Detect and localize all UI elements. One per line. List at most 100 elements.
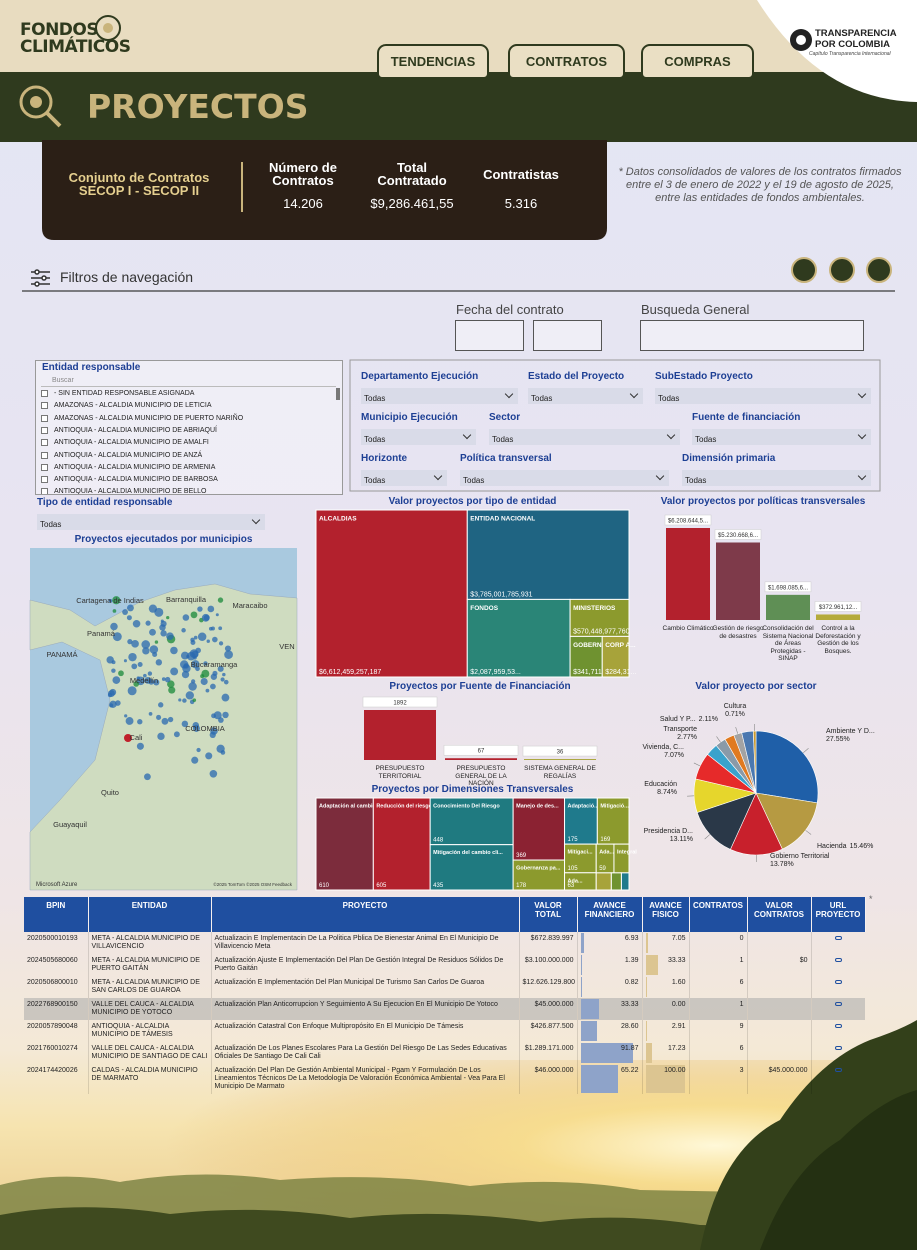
input-box[interactable] [533, 320, 602, 351]
cell: 1.60 [641, 976, 689, 998]
dropdown-value: Todas [695, 435, 717, 444]
entity-option[interactable]: ANTIOQUIA - ALCALDIA MUNICIPIO DE BELLO [41, 486, 207, 494]
dropdown[interactable]: Todas [460, 470, 669, 486]
map-point [167, 680, 175, 688]
map-point [166, 632, 174, 641]
kpi-value: $9,286.461,55 [370, 196, 454, 211]
map-point [220, 750, 226, 755]
pie-label: Educación 8.74% [644, 781, 677, 796]
dd-chev [629, 389, 639, 399]
treemap-value: 175 [568, 837, 579, 843]
dropdown-label: SubEstado Proyecto [655, 371, 753, 382]
map-point [160, 619, 164, 623]
link-icon[interactable] [834, 1002, 842, 1006]
treemap-label: Integral [617, 850, 637, 856]
dropdown[interactable]: Todas [489, 429, 680, 445]
treemap-cell [610, 872, 622, 891]
link-icon[interactable] [834, 1024, 842, 1028]
dropdown[interactable]: Todas [528, 388, 643, 404]
cell-text: 1 [739, 957, 744, 964]
map-place: VEN [279, 642, 294, 651]
entity-option[interactable]: - SIN ENTIDAD RESPONSABLE ASIGNADA [41, 388, 194, 399]
cell-text: 0 [739, 935, 744, 942]
input-box[interactable] [640, 320, 864, 351]
dropdown[interactable]: Todas [361, 429, 476, 445]
dropdown-value: Todas [364, 435, 386, 444]
cell: 2021760010274 [24, 1042, 88, 1064]
map-point [122, 609, 129, 615]
entity-option[interactable]: ANTIOQUIA - ALCALDIA MUNICIPIO DE ABRIAQ… [41, 425, 217, 436]
pie-value: 13.11% [670, 836, 693, 843]
nav-tab[interactable]: CONTRATOS [508, 44, 625, 79]
entity-option[interactable]: ANTIOQUIA - ALCALDIA MUNICIPIO DE ANZÁ [41, 450, 202, 461]
dropdown[interactable]: Todas [361, 470, 447, 486]
nav-tab[interactable]: COMPRAS [641, 44, 754, 79]
field-dark [0, 1207, 917, 1250]
cell: 0.00 [641, 998, 689, 1020]
map-point [112, 596, 121, 605]
dropdown[interactable]: Todas [655, 388, 871, 404]
bar-label-box [362, 696, 438, 708]
dropdown[interactable]: Todas [682, 470, 871, 486]
link-icon[interactable] [834, 980, 842, 984]
dd-chev [433, 471, 443, 481]
entity-option[interactable]: AMAZONAS - ALCALDIA MUNICIPIO DE LETICIA [41, 400, 212, 411]
dropdown[interactable]: Todas [37, 514, 265, 530]
cell: 28.60 [576, 1020, 642, 1042]
map-point [109, 688, 117, 696]
map-point [213, 711, 222, 720]
treemap-value: $284,31... [605, 669, 636, 676]
brand-line: FONDOS [20, 20, 99, 40]
map-place: PANAMÁ [46, 650, 77, 659]
filters-title: Filtros de navegación [60, 269, 194, 285]
link-icon[interactable] [834, 1068, 842, 1072]
map-place: Panamá [87, 629, 116, 638]
cell: $426.877.500 [518, 1020, 577, 1042]
action-button[interactable] [829, 257, 855, 283]
checkbox [41, 463, 48, 471]
map-point [156, 714, 162, 720]
kpi-value: 14.206 [283, 196, 323, 211]
cell-text: 2024174420026 [27, 1067, 78, 1074]
pie-value: 13.78% [770, 861, 794, 868]
entity-option[interactable]: AMAZONAS - ALCALDIA MUNICIPIO DE PUERTO … [41, 413, 243, 424]
cell-text: Actualización Catastral Con Enfoque Mult… [214, 1023, 464, 1030]
kpi-value: 5.316 [504, 196, 538, 211]
cell: $45.000.000 [746, 1064, 811, 1094]
link-icon[interactable] [834, 1046, 842, 1050]
link-icon[interactable] [834, 936, 842, 940]
treemap-label: GOBERNA... [573, 642, 612, 649]
checkbox [41, 414, 48, 422]
dropdown[interactable]: Todas [361, 388, 518, 404]
search-label: Busqueda General [641, 302, 750, 317]
action-button[interactable] [866, 257, 892, 283]
cell: 9 [688, 1020, 747, 1042]
map-attribution: Microsoft Azure [36, 882, 78, 888]
link-icon[interactable] [834, 958, 842, 962]
map-point [137, 661, 143, 667]
map-place: Barranquilla [166, 595, 207, 604]
treemap-cell [596, 797, 630, 845]
entity-option[interactable]: ANTIOQUIA - ALCALDIA MUNICIPIO DE BARBOS… [41, 474, 218, 485]
map-attribution: ©2025 TomTom ©2025 OSM Feedback [213, 881, 292, 887]
pie-value: 27.55% [826, 736, 850, 743]
entity-option[interactable]: ANTIOQUIA - ALCALDIA MUNICIPIO DE ARMENI… [41, 462, 215, 473]
treemap-value: 448 [433, 838, 444, 844]
map-point [217, 665, 224, 672]
progress-label: 7.05 [671, 935, 686, 942]
column-header: AVANCE FISICO [642, 897, 690, 932]
map-point [154, 640, 159, 644]
treemap-value: $341,711,... [573, 669, 610, 676]
cell: Actualización Plan Anticorrupcion Y Segu… [210, 998, 519, 1020]
cell [810, 932, 865, 954]
title-icon-core [30, 96, 42, 108]
map-point [115, 700, 121, 706]
entity-option[interactable]: ANTIOQUIA - ALCALDIA MUNICIPIO DE AMALFI [41, 437, 209, 448]
input-box[interactable] [455, 320, 524, 351]
map-point [210, 683, 216, 690]
map-point [136, 742, 144, 750]
map-title: Proyectos ejecutados por municipios [74, 534, 253, 545]
nav-tab[interactable]: TENDENCIAS [377, 44, 489, 79]
dropdown[interactable]: Todas [692, 429, 871, 445]
action-button[interactable] [791, 257, 817, 283]
